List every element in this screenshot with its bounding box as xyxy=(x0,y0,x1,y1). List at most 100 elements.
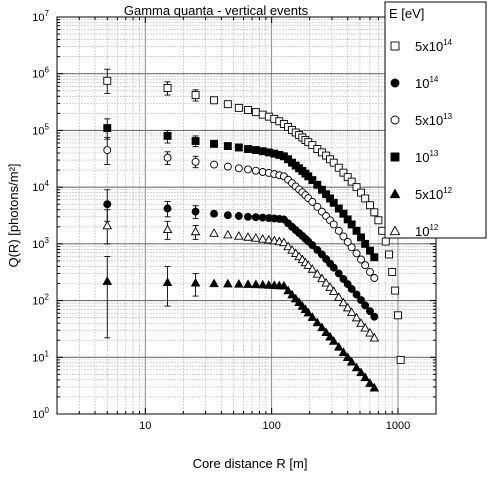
series-5 xyxy=(102,209,380,342)
data-point xyxy=(210,96,218,105)
data-point xyxy=(223,100,232,109)
data-point xyxy=(370,274,379,282)
data-point xyxy=(103,124,112,133)
y-tick-label: 101 xyxy=(32,349,49,364)
data-point xyxy=(365,378,375,387)
data-point xyxy=(352,249,361,258)
series-2 xyxy=(103,137,379,282)
data-point xyxy=(251,279,261,289)
legend: E [eV] 5x1014 1014 5x1013 1013 5x1012 1012 xyxy=(384,1,487,239)
data-point xyxy=(357,188,365,197)
data-point xyxy=(283,241,293,251)
data-point xyxy=(339,168,348,177)
data-point xyxy=(264,234,274,244)
data-point xyxy=(210,209,218,218)
data-point xyxy=(338,347,349,357)
data-point xyxy=(334,269,343,278)
chart-title: Gamma quanta - vertical events xyxy=(124,3,309,18)
data-point xyxy=(352,226,361,235)
data-point xyxy=(234,279,244,288)
legend-entry-label: 1013 xyxy=(415,149,439,165)
legend-marker xyxy=(390,41,400,51)
data-point xyxy=(223,162,232,171)
data-point xyxy=(244,105,252,114)
data-point xyxy=(365,327,375,337)
x-tick-label: 1000 xyxy=(386,420,410,432)
data-point xyxy=(329,220,338,229)
data-point xyxy=(325,282,335,291)
y-tick-label: 103 xyxy=(32,236,49,251)
data-point xyxy=(287,289,297,299)
data-point xyxy=(381,237,390,246)
data-point xyxy=(243,232,253,241)
data-point xyxy=(191,91,200,100)
data-point xyxy=(190,226,201,236)
data-point xyxy=(312,268,323,278)
data-point xyxy=(339,209,348,218)
y-tick-label: 106 xyxy=(32,66,49,81)
data-point xyxy=(357,233,365,242)
data-point xyxy=(334,226,343,235)
y-tick-label: 104 xyxy=(32,179,49,194)
data-point xyxy=(394,311,402,320)
data-point xyxy=(333,342,344,351)
data-point xyxy=(342,302,353,312)
data-point xyxy=(365,307,374,316)
data-point xyxy=(365,267,374,276)
data-point xyxy=(307,264,318,273)
data-point xyxy=(361,261,370,270)
data-point xyxy=(257,234,268,243)
data-point xyxy=(346,307,357,317)
data-point xyxy=(223,278,233,288)
data-point xyxy=(234,143,243,152)
data-point xyxy=(103,76,112,85)
data-point xyxy=(279,237,289,247)
legend-box xyxy=(384,1,487,239)
data-point xyxy=(283,285,293,295)
x-tick-label: 10 xyxy=(139,420,151,432)
legend-marker xyxy=(389,188,401,199)
series-3 xyxy=(103,118,379,262)
data-point xyxy=(307,312,318,321)
data-point xyxy=(360,322,370,332)
y-axis-label: Q(R) [photons/m²] xyxy=(6,163,21,267)
data-point xyxy=(328,336,339,345)
legend-entry-label: 5x1013 xyxy=(415,112,453,128)
data-point xyxy=(356,318,366,327)
data-point xyxy=(329,158,338,167)
data-point xyxy=(251,233,261,242)
y-tick-label: 100 xyxy=(32,406,49,421)
data-point xyxy=(329,198,338,207)
data-point xyxy=(328,286,339,295)
legend-marker xyxy=(390,78,400,88)
data-point xyxy=(303,307,314,317)
data-point xyxy=(356,367,366,377)
data-point xyxy=(357,255,365,264)
data-point xyxy=(308,197,317,206)
series-0 xyxy=(103,68,405,364)
data-point xyxy=(210,139,218,148)
data-point xyxy=(251,108,260,117)
data-point xyxy=(361,239,370,248)
data-point xyxy=(317,185,326,194)
data-point xyxy=(251,166,260,175)
y-tick-label: 105 xyxy=(32,122,49,137)
series-4 xyxy=(102,255,380,392)
data-point xyxy=(347,177,356,186)
data-point xyxy=(369,332,380,342)
data-point xyxy=(191,157,200,166)
data-point xyxy=(313,202,322,211)
data-point xyxy=(339,232,348,241)
x-tick-label: 100 xyxy=(262,420,280,432)
data-point xyxy=(342,352,353,361)
data-point xyxy=(365,201,374,210)
data-point xyxy=(339,275,348,283)
data-point xyxy=(360,372,370,382)
data-point xyxy=(317,322,327,332)
data-point xyxy=(102,276,113,285)
data-point xyxy=(346,356,357,366)
data-point xyxy=(223,229,233,239)
data-point xyxy=(103,146,112,155)
data-point xyxy=(308,241,317,250)
data-point xyxy=(244,212,252,221)
